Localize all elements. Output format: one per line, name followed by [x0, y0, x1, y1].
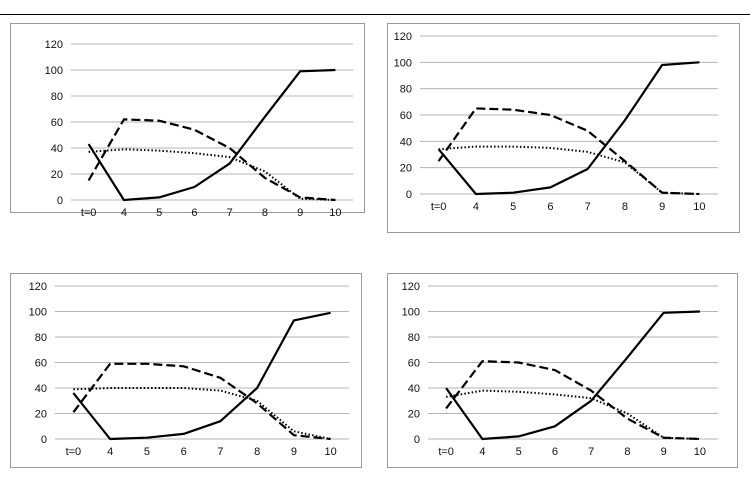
line-chart-4: 0 20 40 60 80 100 120 t=0 4 5 6 7 8 9 10	[402, 281, 718, 458]
y-tick-label: 60	[51, 117, 63, 129]
x-tick-label: t=0	[431, 201, 447, 213]
x-tick-label: 8	[262, 207, 268, 219]
x-tick-label: 7	[588, 446, 594, 458]
x-tick-label: t=0	[66, 446, 82, 458]
y-tick-label: 80	[400, 84, 412, 96]
y-tick-label: 120	[45, 39, 63, 51]
y-tick-label: 120	[402, 281, 420, 293]
y-tick-label: 40	[51, 143, 63, 155]
x-tick-label: 7	[227, 207, 233, 219]
y-tick-label: 20	[35, 409, 47, 421]
chart-panel-1: 0 20 40 60 80 100 120 t=0 4 5 6 7 8 9 10	[10, 23, 365, 219]
x-tick-label: 9	[661, 446, 667, 458]
x-tick-label: 10	[325, 446, 337, 458]
y-tick-label: 100	[402, 307, 420, 319]
x-tick-label: 6	[181, 446, 187, 458]
y-tick-label: 0	[57, 195, 63, 207]
x-tick-label: 6	[552, 446, 558, 458]
x-tick-label: 5	[144, 446, 150, 458]
line-chart-1: 0 20 40 60 80 100 120 t=0 4 5 6 7 8 9 10	[45, 39, 353, 219]
x-tick-label: 10	[329, 207, 341, 219]
x-tick-label: t=0	[438, 446, 454, 458]
y-tick-label: 20	[408, 409, 420, 421]
x-tick-label: 7	[217, 446, 223, 458]
x-tick-label: 9	[291, 446, 297, 458]
x-tick-label: 9	[297, 207, 303, 219]
y-tick-label: 40	[35, 383, 47, 395]
chart-panel-2: 0 20 40 60 80 100 120 t=0 4 5 6 7 8 9 10	[387, 23, 740, 233]
page-top-rule	[0, 14, 750, 15]
y-tick-label: 100	[29, 307, 47, 319]
x-tick-label: 5	[516, 446, 522, 458]
y-tick-label: 0	[414, 434, 420, 446]
series-line-dashed	[437, 107, 700, 196]
x-tick-label: 10	[693, 201, 705, 213]
y-tick-label: 100	[45, 65, 63, 77]
y-tick-label: 100	[394, 57, 412, 69]
y-tick-label: 40	[400, 136, 412, 148]
series-line-solid	[72, 311, 331, 441]
x-tick-label: t=0	[81, 207, 97, 219]
y-tick-label: 20	[51, 169, 63, 181]
x-tick-label: 5	[156, 207, 162, 219]
series-line-dashed	[72, 362, 331, 441]
x-tick-label: 6	[191, 207, 197, 219]
y-tick-label: 80	[35, 332, 47, 344]
series-line-solid	[87, 68, 336, 202]
y-tick-label: 80	[408, 332, 420, 344]
y-tick-label: 20	[400, 163, 412, 175]
y-tick-label: 0	[41, 434, 47, 446]
x-tick-label: 8	[254, 446, 260, 458]
x-tick-label: 8	[624, 446, 630, 458]
series-line-solid	[437, 61, 700, 196]
y-tick-label: 120	[394, 31, 412, 43]
x-tick-label: 5	[510, 201, 516, 213]
x-tick-label: 8	[622, 201, 628, 213]
series-line-dotted	[88, 148, 336, 201]
series-line-dotted	[438, 145, 700, 195]
x-tick-label: 4	[473, 201, 479, 213]
line-chart-3: 0 20 40 60 80 100 120 t=0 4 5 6 7 8 9 10	[29, 281, 349, 458]
x-tick-label: 10	[694, 446, 706, 458]
y-tick-label: 0	[406, 189, 412, 201]
series-line-dashed	[445, 360, 700, 441]
x-tick-label: 4	[479, 446, 485, 458]
y-tick-label: 80	[51, 91, 63, 103]
series-line-solid	[445, 310, 700, 441]
y-tick-label: 40	[408, 383, 420, 395]
x-tick-label: 4	[121, 207, 127, 219]
line-chart-2: 0 20 40 60 80 100 120 t=0 4 5 6 7 8 9 10	[394, 31, 718, 213]
chart-panel-4: 0 20 40 60 80 100 120 t=0 4 5 6 7 8 9 10	[387, 273, 738, 468]
series-line-dashed	[87, 118, 336, 202]
y-tick-label: 120	[29, 281, 47, 293]
y-tick-label: 60	[408, 358, 420, 370]
y-tick-label: 60	[400, 110, 412, 122]
chart-panel-3: 0 20 40 60 80 100 120 t=0 4 5 6 7 8 9 10	[10, 273, 362, 468]
x-tick-label: 7	[585, 201, 591, 213]
x-tick-label: 6	[547, 201, 553, 213]
x-tick-label: 4	[107, 446, 113, 458]
y-tick-label: 60	[35, 358, 47, 370]
x-tick-label: 9	[659, 201, 665, 213]
